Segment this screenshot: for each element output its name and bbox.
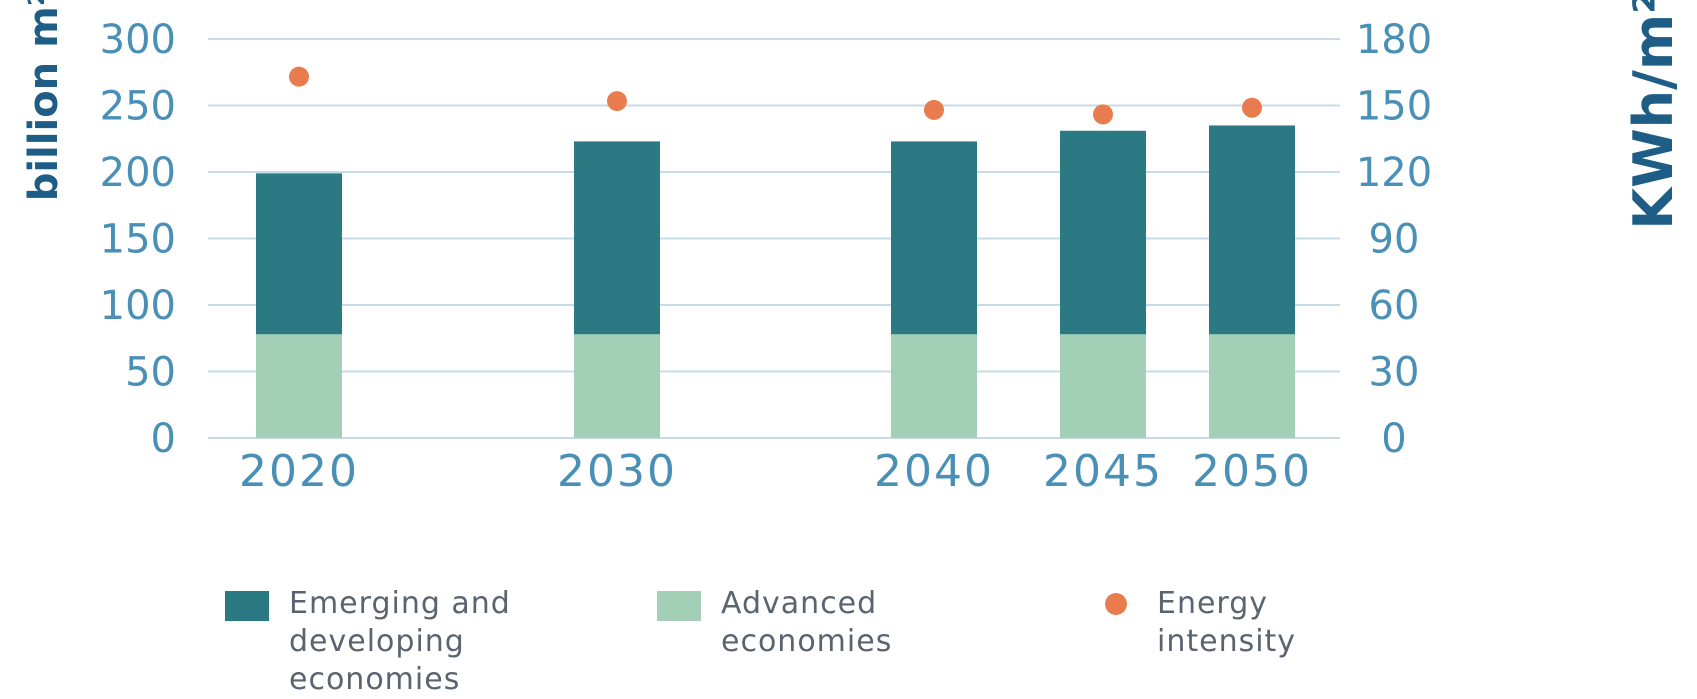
y-tick-label-150: 150 bbox=[100, 217, 176, 263]
point-energy-intensity-2050 bbox=[1242, 97, 1262, 118]
legend-label-intensity-line1: Energy bbox=[1157, 586, 1269, 621]
bar-emerging-and-developing-economies-2020 bbox=[256, 173, 342, 335]
y-tick-label-100: 100 bbox=[100, 283, 176, 329]
bar-advanced-economies-2050 bbox=[1209, 334, 1295, 438]
x-tick-label-2030: 2030 bbox=[557, 446, 677, 497]
y2-tick-label-0: 0 bbox=[1381, 416, 1406, 462]
point-energy-intensity-2020 bbox=[289, 66, 309, 87]
chart: 0 50 100 150 200 250 300 0 30 60 90 120 150 180 2020… bbox=[21, 0, 1685, 497]
y-axis-left-title: billion m² bbox=[21, 0, 67, 201]
x-tick-label-2020: 2020 bbox=[239, 446, 359, 497]
x-tick-label-2045: 2045 bbox=[1043, 446, 1163, 497]
y2-tick-label-60: 60 bbox=[1369, 283, 1420, 329]
legend-label-advanced-line1: Advanced bbox=[721, 586, 878, 621]
legend-label-intensity: Energy intensity bbox=[1157, 585, 1437, 661]
legend-label-emerging-line1: Emerging and bbox=[289, 586, 511, 621]
y-tick-label-0: 0 bbox=[151, 416, 176, 462]
y-axis-left-ticks: 0 50 100 150 200 250 300 bbox=[100, 17, 176, 462]
bar-advanced-economies-2030 bbox=[574, 334, 660, 438]
bar-advanced-economies-2040 bbox=[891, 334, 977, 438]
x-tick-label-2040: 2040 bbox=[874, 446, 994, 497]
bar-emerging-and-developing-economies-2040 bbox=[891, 141, 977, 335]
gridlines bbox=[208, 38, 1340, 439]
legend-swatch-advanced bbox=[657, 591, 701, 621]
legend-label-intensity-line2: intensity bbox=[1157, 624, 1297, 659]
legend-label-emerging: Emerging and developing economies bbox=[289, 585, 569, 699]
y-tick-label-250: 250 bbox=[100, 84, 176, 130]
legend: Emerging and developing economies Advanc… bbox=[0, 585, 1697, 697]
point-energy-intensity-2030 bbox=[607, 91, 627, 112]
x-tick-label-2050: 2050 bbox=[1192, 446, 1312, 497]
bar-emerging-and-developing-economies-2050 bbox=[1209, 125, 1295, 335]
y2-tick-label-90: 90 bbox=[1369, 217, 1420, 263]
legend-dot-intensity bbox=[1105, 593, 1127, 615]
y2-tick-label-120: 120 bbox=[1356, 150, 1432, 196]
point-energy-intensity-2040 bbox=[924, 99, 944, 120]
legend-item-intensity: Energy intensity bbox=[1093, 585, 1437, 661]
bar-emerging-and-developing-economies-2045 bbox=[1060, 130, 1146, 335]
y-tick-label-50: 50 bbox=[125, 350, 176, 396]
bar-emerging-and-developing-economies-2030 bbox=[574, 141, 660, 335]
legend-swatch-emerging bbox=[225, 591, 269, 621]
y2-tick-label-180: 180 bbox=[1356, 17, 1432, 63]
legend-label-advanced-line2: economies bbox=[721, 624, 893, 659]
x-axis-ticks: 2020 2030 2040 2045 2050 bbox=[239, 446, 1312, 497]
bars bbox=[256, 125, 1295, 438]
y-tick-label-300: 300 bbox=[100, 17, 176, 63]
legend-item-emerging: Emerging and developing economies bbox=[225, 585, 569, 699]
bar-advanced-economies-2020 bbox=[256, 334, 342, 438]
point-energy-intensity-2045 bbox=[1093, 104, 1113, 125]
y2-tick-label-150: 150 bbox=[1356, 84, 1432, 130]
y2-tick-label-30: 30 bbox=[1369, 350, 1420, 396]
legend-label-emerging-line2: developing bbox=[289, 624, 465, 659]
legend-label-advanced: Advanced economies bbox=[721, 585, 1001, 661]
bar-advanced-economies-2045 bbox=[1060, 334, 1146, 438]
y-tick-label-200: 200 bbox=[100, 150, 176, 196]
y-axis-right-ticks: 0 30 60 90 120 150 180 bbox=[1356, 17, 1432, 462]
intensity-points bbox=[289, 66, 1262, 125]
legend-label-emerging-line3: economies bbox=[289, 662, 461, 697]
legend-item-advanced: Advanced economies bbox=[657, 585, 1001, 661]
y-axis-right-title: KWh/m² bbox=[1622, 0, 1685, 230]
